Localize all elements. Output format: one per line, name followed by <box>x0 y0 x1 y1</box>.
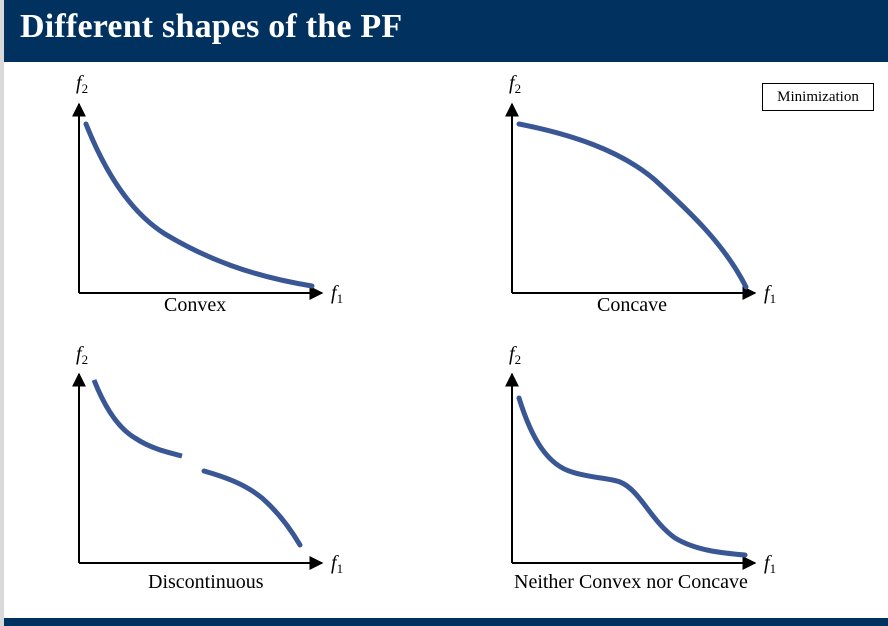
pareto-curve-segment-1 <box>91 379 183 459</box>
y-axis-label-concave: f2 <box>509 72 522 96</box>
y-axis-label-convex: f2 <box>76 72 89 96</box>
panel-discontinuous <box>72 372 324 570</box>
pareto-curve-segment-2 <box>201 468 303 548</box>
caption-neither: Neither Convex nor Concave <box>514 571 748 593</box>
x-axis-label-discontinuous: f1 <box>331 552 344 576</box>
y-axis-label-neither: f2 <box>509 343 522 367</box>
caption-discontinuous: Discontinuous <box>148 571 264 593</box>
panel-concave <box>505 102 757 300</box>
pareto-curve-convex <box>83 121 315 289</box>
caption-concave: Concave <box>597 294 667 316</box>
title-bar: Different shapes of the PF <box>4 0 888 62</box>
panel-neither <box>505 372 757 570</box>
x-axis-label-concave: f1 <box>764 282 777 306</box>
x-axis-label-convex: f1 <box>331 282 344 306</box>
slide-title: Different shapes of the PF <box>20 8 403 45</box>
pareto-curve-neither <box>516 395 748 558</box>
minimization-badge: Minimization <box>762 83 874 111</box>
slide-left-edge <box>0 0 4 626</box>
caption-convex: Convex <box>164 294 227 316</box>
pareto-curve-concave <box>516 121 749 290</box>
panel-convex <box>72 102 324 300</box>
x-axis-label-neither: f1 <box>764 552 777 576</box>
footer-bar <box>4 618 888 626</box>
y-axis-label-discontinuous: f2 <box>76 343 89 367</box>
